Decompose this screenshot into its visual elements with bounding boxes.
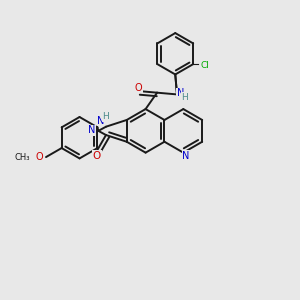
Text: Cl: Cl: [201, 61, 209, 70]
Text: O: O: [135, 83, 142, 93]
Text: H: H: [102, 112, 109, 122]
Text: N: N: [88, 125, 96, 135]
Text: O: O: [93, 151, 101, 161]
Text: N: N: [182, 151, 189, 160]
Text: N: N: [177, 88, 184, 98]
Text: N: N: [97, 116, 104, 126]
Text: H: H: [181, 93, 188, 102]
Text: O: O: [35, 152, 43, 162]
Text: CH₃: CH₃: [14, 153, 30, 162]
